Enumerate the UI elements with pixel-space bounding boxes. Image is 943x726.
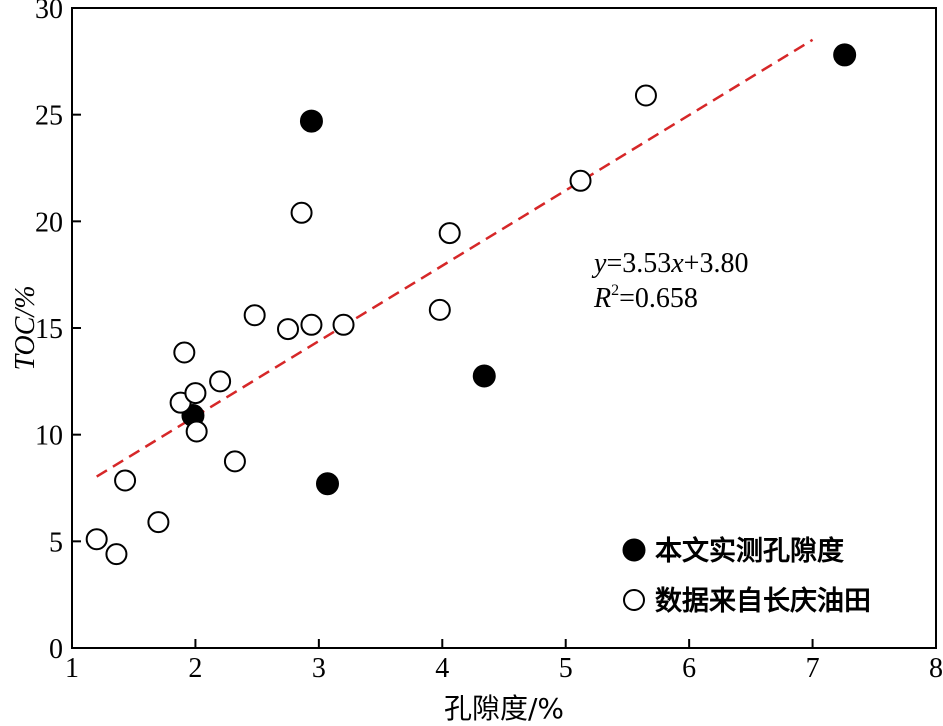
y-tick-label: 25 bbox=[35, 101, 63, 132]
changqing-point bbox=[147, 511, 170, 534]
changqing-point bbox=[290, 201, 313, 224]
legend-label-measured: 本文实测孔隙度 bbox=[655, 535, 844, 567]
measured-point bbox=[299, 109, 323, 133]
measured-point bbox=[833, 43, 857, 67]
y-axis-title: TOC/% bbox=[10, 285, 41, 370]
y-tick-label: 10 bbox=[35, 421, 63, 452]
x-axis-title: 孔隙度/% bbox=[444, 692, 564, 725]
x-tick-label: 7 bbox=[806, 653, 820, 684]
measured-point bbox=[472, 364, 496, 388]
legend-marker-filled bbox=[622, 538, 646, 562]
measured-point bbox=[315, 472, 339, 496]
y-tick-label: 0 bbox=[49, 634, 63, 665]
changqing-point bbox=[332, 313, 355, 336]
changqing-point bbox=[428, 298, 451, 321]
x-tick-label: 1 bbox=[65, 653, 79, 684]
y-tick-label: 15 bbox=[35, 314, 63, 345]
changqing-point bbox=[184, 382, 207, 405]
y-axis-ticks: 0 5 10 15 20 25 30 bbox=[35, 0, 81, 665]
x-tick-label: 3 bbox=[312, 653, 326, 684]
changqing-point bbox=[634, 84, 657, 107]
legend-label-changqing: 数据来自长庆油田 bbox=[655, 585, 871, 617]
changqing-point bbox=[438, 222, 461, 245]
x-axis-ticks: 1 2 3 4 5 6 7 8 bbox=[65, 639, 943, 684]
legend-marker-open bbox=[623, 589, 645, 611]
changqing-point bbox=[300, 313, 323, 336]
changqing-point bbox=[209, 370, 232, 393]
y-tick-label: 30 bbox=[35, 0, 63, 25]
r-squared-label: R2=0.658 bbox=[593, 282, 698, 314]
changqing-point bbox=[85, 528, 108, 551]
x-tick-label: 2 bbox=[188, 653, 202, 684]
changqing-point bbox=[223, 450, 246, 473]
changqing-point bbox=[114, 469, 137, 492]
changqing-point bbox=[173, 341, 196, 364]
x-tick-label: 5 bbox=[559, 653, 573, 684]
data-points bbox=[85, 43, 857, 566]
regression-equation: y=3.53x+3.80 bbox=[591, 248, 748, 279]
changqing-point bbox=[185, 420, 208, 443]
changqing-point bbox=[243, 304, 266, 327]
y-tick-label: 5 bbox=[49, 527, 63, 558]
x-tick-label: 6 bbox=[682, 653, 696, 684]
x-tick-label: 4 bbox=[435, 653, 449, 684]
changqing-point bbox=[569, 169, 592, 192]
changqing-point bbox=[277, 318, 299, 341]
y-tick-label: 20 bbox=[35, 207, 63, 238]
regression-line bbox=[96, 38, 814, 478]
x-tick-label: 8 bbox=[929, 653, 943, 684]
changqing-point bbox=[105, 543, 128, 566]
legend: 本文实测孔隙度 数据来自长庆油田 bbox=[622, 535, 871, 617]
